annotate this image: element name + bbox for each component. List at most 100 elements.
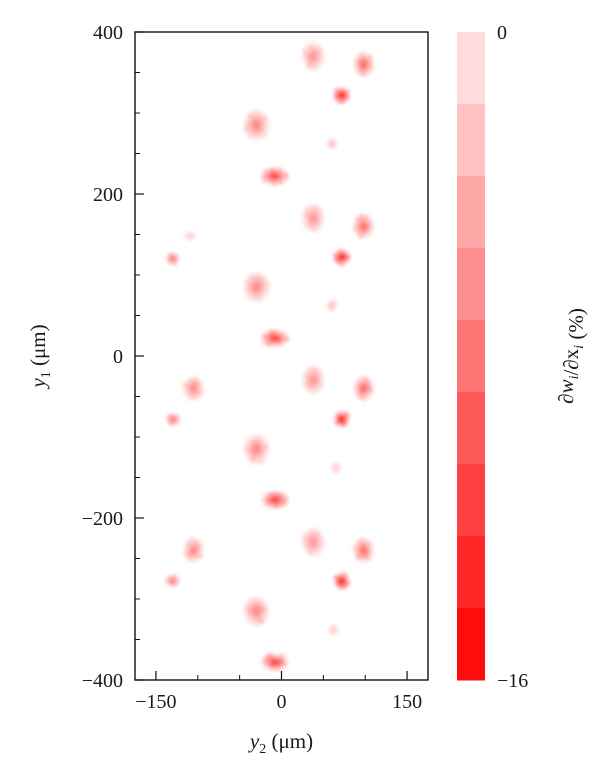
cluster-speckle	[301, 537, 305, 541]
heat-cluster	[183, 231, 196, 241]
cluster-speckle	[360, 226, 363, 229]
cluster-speckle	[258, 297, 260, 300]
cluster-speckle	[368, 542, 372, 546]
cluster-speckle	[248, 114, 251, 118]
cluster-speckle	[328, 305, 333, 309]
cluster-speckle	[308, 383, 311, 386]
cluster-speckle	[192, 382, 196, 387]
cluster-speckle	[317, 368, 320, 371]
heat-cluster	[243, 434, 270, 465]
cluster-speckle	[344, 94, 348, 98]
cluster-speckle	[367, 379, 370, 382]
cluster-speckle	[257, 622, 260, 625]
cluster-speckle	[306, 369, 308, 372]
cluster-speckle	[188, 235, 192, 239]
cluster-speckle	[362, 546, 365, 548]
cluster-speckle	[246, 607, 249, 610]
cluster-speckle	[270, 669, 272, 672]
cluster-speckle	[271, 173, 273, 175]
cluster-speckle	[361, 398, 365, 402]
cluster-speckle	[339, 250, 342, 253]
cluster-speckle	[268, 342, 272, 347]
cluster-speckle	[186, 382, 189, 385]
cluster-speckle	[264, 131, 268, 136]
cluster-speckle	[336, 261, 339, 263]
cluster-speckle	[344, 423, 347, 427]
cluster-speckle	[304, 372, 307, 375]
cluster-speckle	[173, 262, 177, 266]
cluster-speckle	[366, 382, 370, 386]
cluster-speckle	[176, 256, 179, 258]
cluster-speckle	[353, 227, 357, 231]
cluster-speckle	[330, 144, 334, 148]
cluster-speckle	[249, 599, 252, 602]
cluster-speckle	[278, 167, 282, 171]
heat-cluster	[243, 272, 270, 303]
cluster-speckle	[185, 542, 190, 547]
cluster-speckle	[311, 378, 314, 381]
cluster-speckle	[280, 659, 283, 662]
cluster-speckle	[189, 393, 192, 395]
cluster-speckle	[332, 306, 336, 310]
heat-cluster	[302, 204, 325, 233]
cluster-speckle	[364, 214, 367, 217]
cluster-speckle	[257, 127, 260, 130]
y-tick-label: −400	[82, 670, 123, 692]
cluster-speckle	[314, 53, 317, 56]
cluster-speckle	[307, 548, 310, 551]
cluster-speckle	[174, 420, 177, 423]
cluster-speckle	[313, 544, 316, 547]
cluster-speckle	[281, 661, 286, 666]
cluster-speckle	[359, 394, 363, 398]
x-tick-label: −150	[135, 691, 176, 713]
cluster-speckle	[276, 176, 279, 179]
cluster-speckle	[342, 578, 346, 582]
cluster-speckle	[364, 553, 368, 557]
cluster-speckle	[261, 610, 265, 613]
cluster-speckle	[345, 90, 348, 93]
cluster-speckle	[332, 630, 335, 634]
cluster-speckle	[259, 602, 262, 605]
cluster-speckle	[333, 141, 337, 145]
cluster-speckle	[361, 62, 365, 67]
cluster-speckle	[306, 57, 310, 62]
cluster-speckle	[322, 540, 325, 543]
cluster-speckle	[343, 258, 346, 261]
cluster-speckle	[337, 419, 340, 422]
cluster-speckle	[170, 256, 174, 260]
cluster-speckle	[171, 575, 175, 580]
cluster-speckle	[262, 179, 267, 183]
cluster-speckle	[304, 381, 308, 385]
colorbar-segment	[457, 320, 485, 393]
cluster-speckle	[285, 174, 289, 178]
cluster-speckle	[266, 282, 270, 287]
cluster-speckle	[311, 368, 315, 371]
cluster-speckle	[171, 583, 174, 586]
cluster-speckle	[368, 221, 372, 225]
cluster-speckle	[171, 252, 174, 255]
cluster-speckle	[270, 654, 273, 657]
cluster-speckle	[333, 469, 337, 473]
cluster-speckle	[346, 96, 350, 100]
cluster-speckle	[340, 256, 343, 259]
cluster-speckle	[368, 55, 372, 59]
cluster-speckle	[319, 49, 323, 53]
cluster-speckle	[274, 330, 278, 334]
cluster-speckle	[197, 382, 201, 386]
cluster-speckle	[257, 461, 260, 465]
y-tick-label: 0	[113, 346, 123, 368]
cluster-speckle	[346, 92, 348, 95]
cluster-speckle	[305, 535, 308, 537]
cluster-speckle	[370, 60, 373, 63]
colorbar-max-label: 0	[497, 22, 507, 44]
cluster-speckle	[254, 603, 258, 608]
cluster-speckle	[244, 128, 247, 132]
cluster-speckle	[364, 222, 367, 225]
cluster-speckle	[314, 66, 317, 69]
cluster-speckle	[307, 54, 311, 57]
cluster-speckle	[343, 583, 347, 587]
cluster-speckle	[276, 338, 278, 341]
cluster-speckle	[171, 419, 176, 423]
cluster-speckle	[270, 498, 273, 502]
cluster-speckle	[364, 225, 367, 228]
